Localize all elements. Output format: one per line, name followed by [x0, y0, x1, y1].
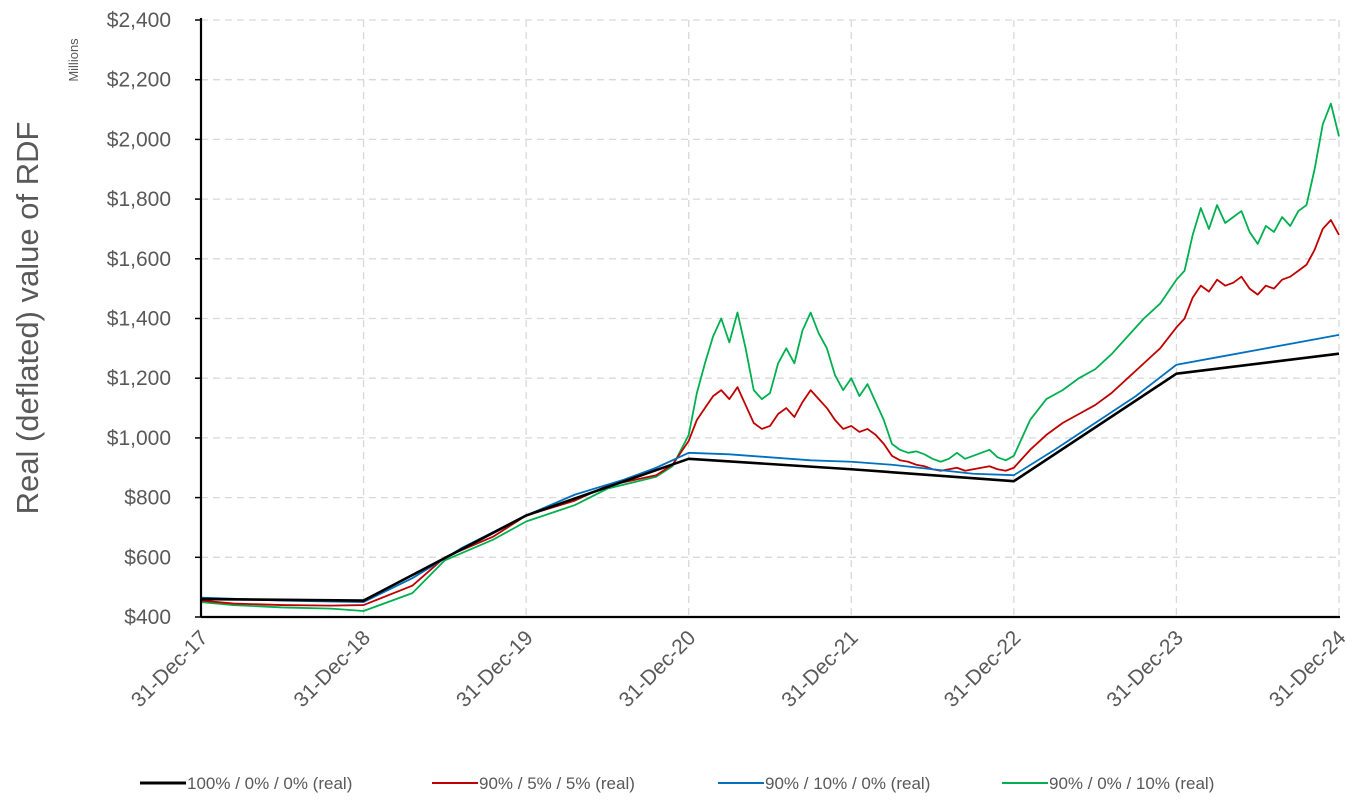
gridlines — [201, 19, 1340, 617]
y-tick-label: $1,000 — [107, 427, 171, 450]
x-tick-label: 31-Dec-19 — [452, 626, 538, 712]
y-tick-labels: $400 $600 $800 $1,000 $1,200 $1,400 $1,600 $1,8… — [107, 9, 171, 629]
y-tick-label: $1,400 — [107, 308, 171, 331]
y-tick-label: $2,400 — [107, 9, 171, 32]
legend-label: 90% / 5% / 5% (real) — [479, 774, 635, 793]
series-lines — [200, 102, 1340, 612]
x-tick-label: 31-Dec-21 — [777, 626, 863, 712]
x-tick-label: 31-Dec-18 — [290, 626, 376, 712]
legend-label: 90% / 0% / 10% (real) — [1049, 774, 1214, 793]
y-tick-label: $2,000 — [107, 128, 171, 151]
series-line-2 — [200, 219, 1340, 607]
x-tick-label: 31-Dec-17 — [127, 626, 213, 712]
y-tick-label: $1,600 — [107, 248, 171, 271]
legend-label: 100% / 0% / 0% (real) — [187, 774, 352, 793]
y-tick-label: $800 — [124, 487, 171, 510]
y-tick-label: $600 — [124, 546, 171, 569]
y-tick-label: $1,800 — [107, 188, 171, 211]
y-tick-label: $2,200 — [107, 69, 171, 92]
y-axis-label: Real (deflated) value of RDF — [10, 122, 45, 515]
series-line-4 — [200, 102, 1340, 612]
x-tick-label: 31-Dec-24 — [1265, 626, 1351, 712]
legend-label: 90% / 10% / 0% (real) — [765, 774, 930, 793]
series-line-1 — [200, 352, 1340, 602]
legend: 100% / 0% / 0% (real) 90% / 5% / 5% (real… — [140, 774, 1214, 793]
axes — [195, 18, 1340, 619]
y-tick-label: $1,200 — [107, 367, 171, 390]
series-line-3 — [200, 334, 1340, 603]
x-tick-label: 31-Dec-22 — [940, 626, 1026, 712]
x-tick-label: 31-Dec-23 — [1102, 626, 1188, 712]
x-tick-label: 31-Dec-20 — [615, 626, 701, 712]
y-tick-label: $400 — [124, 606, 171, 629]
x-tick-labels: 31-Dec-17 31-Dec-18 31-Dec-19 31-Dec-20 31-D… — [127, 626, 1351, 712]
y-units-label: Millions — [66, 38, 81, 82]
